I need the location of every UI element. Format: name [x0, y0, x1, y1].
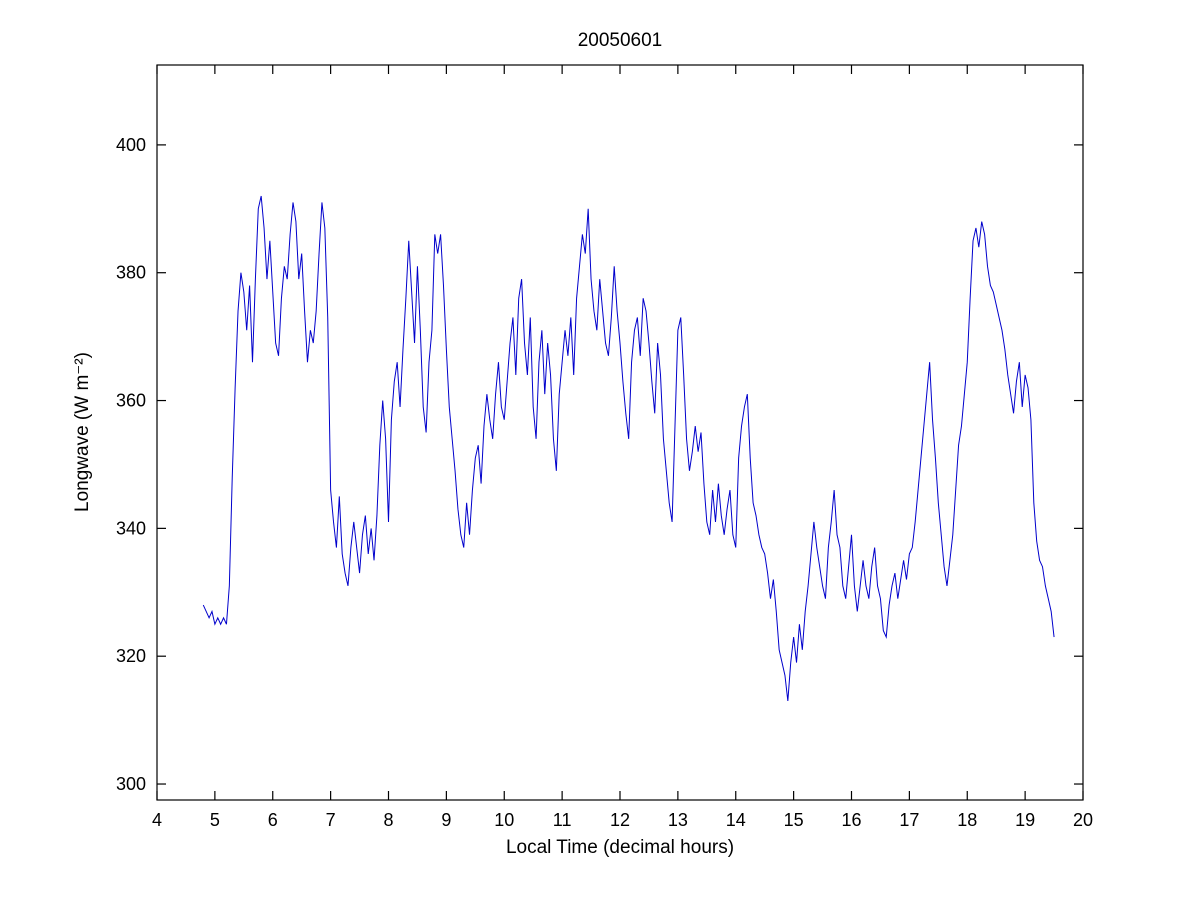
x-tick-label: 8	[383, 810, 393, 830]
x-tick-label: 20	[1073, 810, 1093, 830]
x-tick-label: 10	[494, 810, 514, 830]
y-tick-label: 380	[116, 263, 146, 283]
y-tick-label: 300	[116, 774, 146, 794]
axis-ticks	[156, 65, 1084, 800]
y-tick-label: 360	[116, 391, 146, 411]
x-tick-label: 19	[1015, 810, 1035, 830]
x-tick-label: 13	[668, 810, 688, 830]
x-tick-label: 12	[610, 810, 630, 830]
x-tick-label: 6	[268, 810, 278, 830]
y-tick-label: 400	[116, 135, 146, 155]
x-tick-label: 5	[210, 810, 220, 830]
y-tick-label: 320	[116, 646, 146, 666]
axes-box	[156, 64, 1084, 801]
data-line	[202, 195, 1055, 701]
plot-area	[157, 65, 1083, 800]
y-tick-label: 340	[116, 518, 146, 538]
x-tick-label: 14	[726, 810, 746, 830]
x-tick-label: 18	[957, 810, 977, 830]
y-axis-label: Longwave (W m⁻²)	[72, 352, 93, 512]
x-axis-label: Local Time (decimal hours)	[506, 837, 734, 858]
x-tick-label: 9	[441, 810, 451, 830]
chart-title: 20050601	[578, 30, 663, 51]
x-tick-label: 17	[899, 810, 919, 830]
axis-tick-labels: 4 5 6 7 8 9 10 11 12 13 14 15 16 17 18 19 20 300 320 340 360…	[116, 135, 1093, 830]
x-tick-label: 11	[553, 810, 572, 830]
x-tick-label: 7	[326, 810, 336, 830]
x-tick-label: 15	[784, 810, 804, 830]
x-tick-label: 16	[841, 810, 861, 830]
x-tick-label: 4	[152, 810, 162, 830]
